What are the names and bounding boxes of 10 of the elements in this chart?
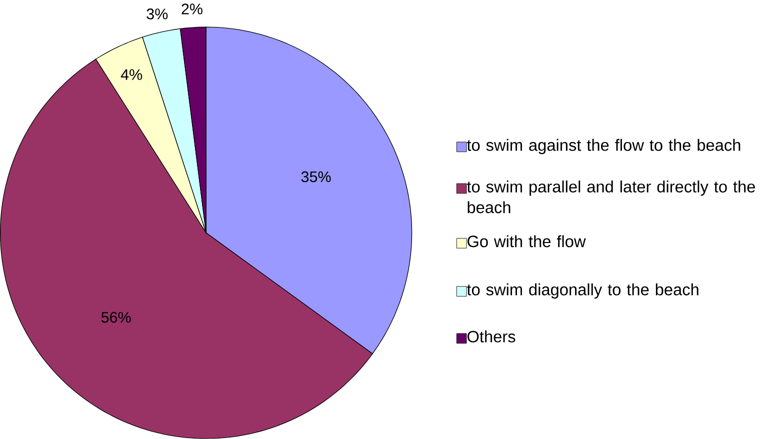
legend-label: to swim diagonally to the beach [466, 283, 698, 299]
data-label: 35% [301, 171, 331, 182]
data-label: 2% [182, 4, 202, 14]
legend-label: Go with the flow [468, 235, 586, 248]
legend-label: Others [467, 330, 516, 342]
legend-label: to swim against the flow to the beach [466, 138, 740, 154]
data-label: 3% [146, 8, 168, 20]
data-label: 56% [101, 312, 131, 323]
data-label: 4% [120, 69, 142, 80]
legend-label: to swim parallel and later directly to the beach [466, 180, 755, 214]
